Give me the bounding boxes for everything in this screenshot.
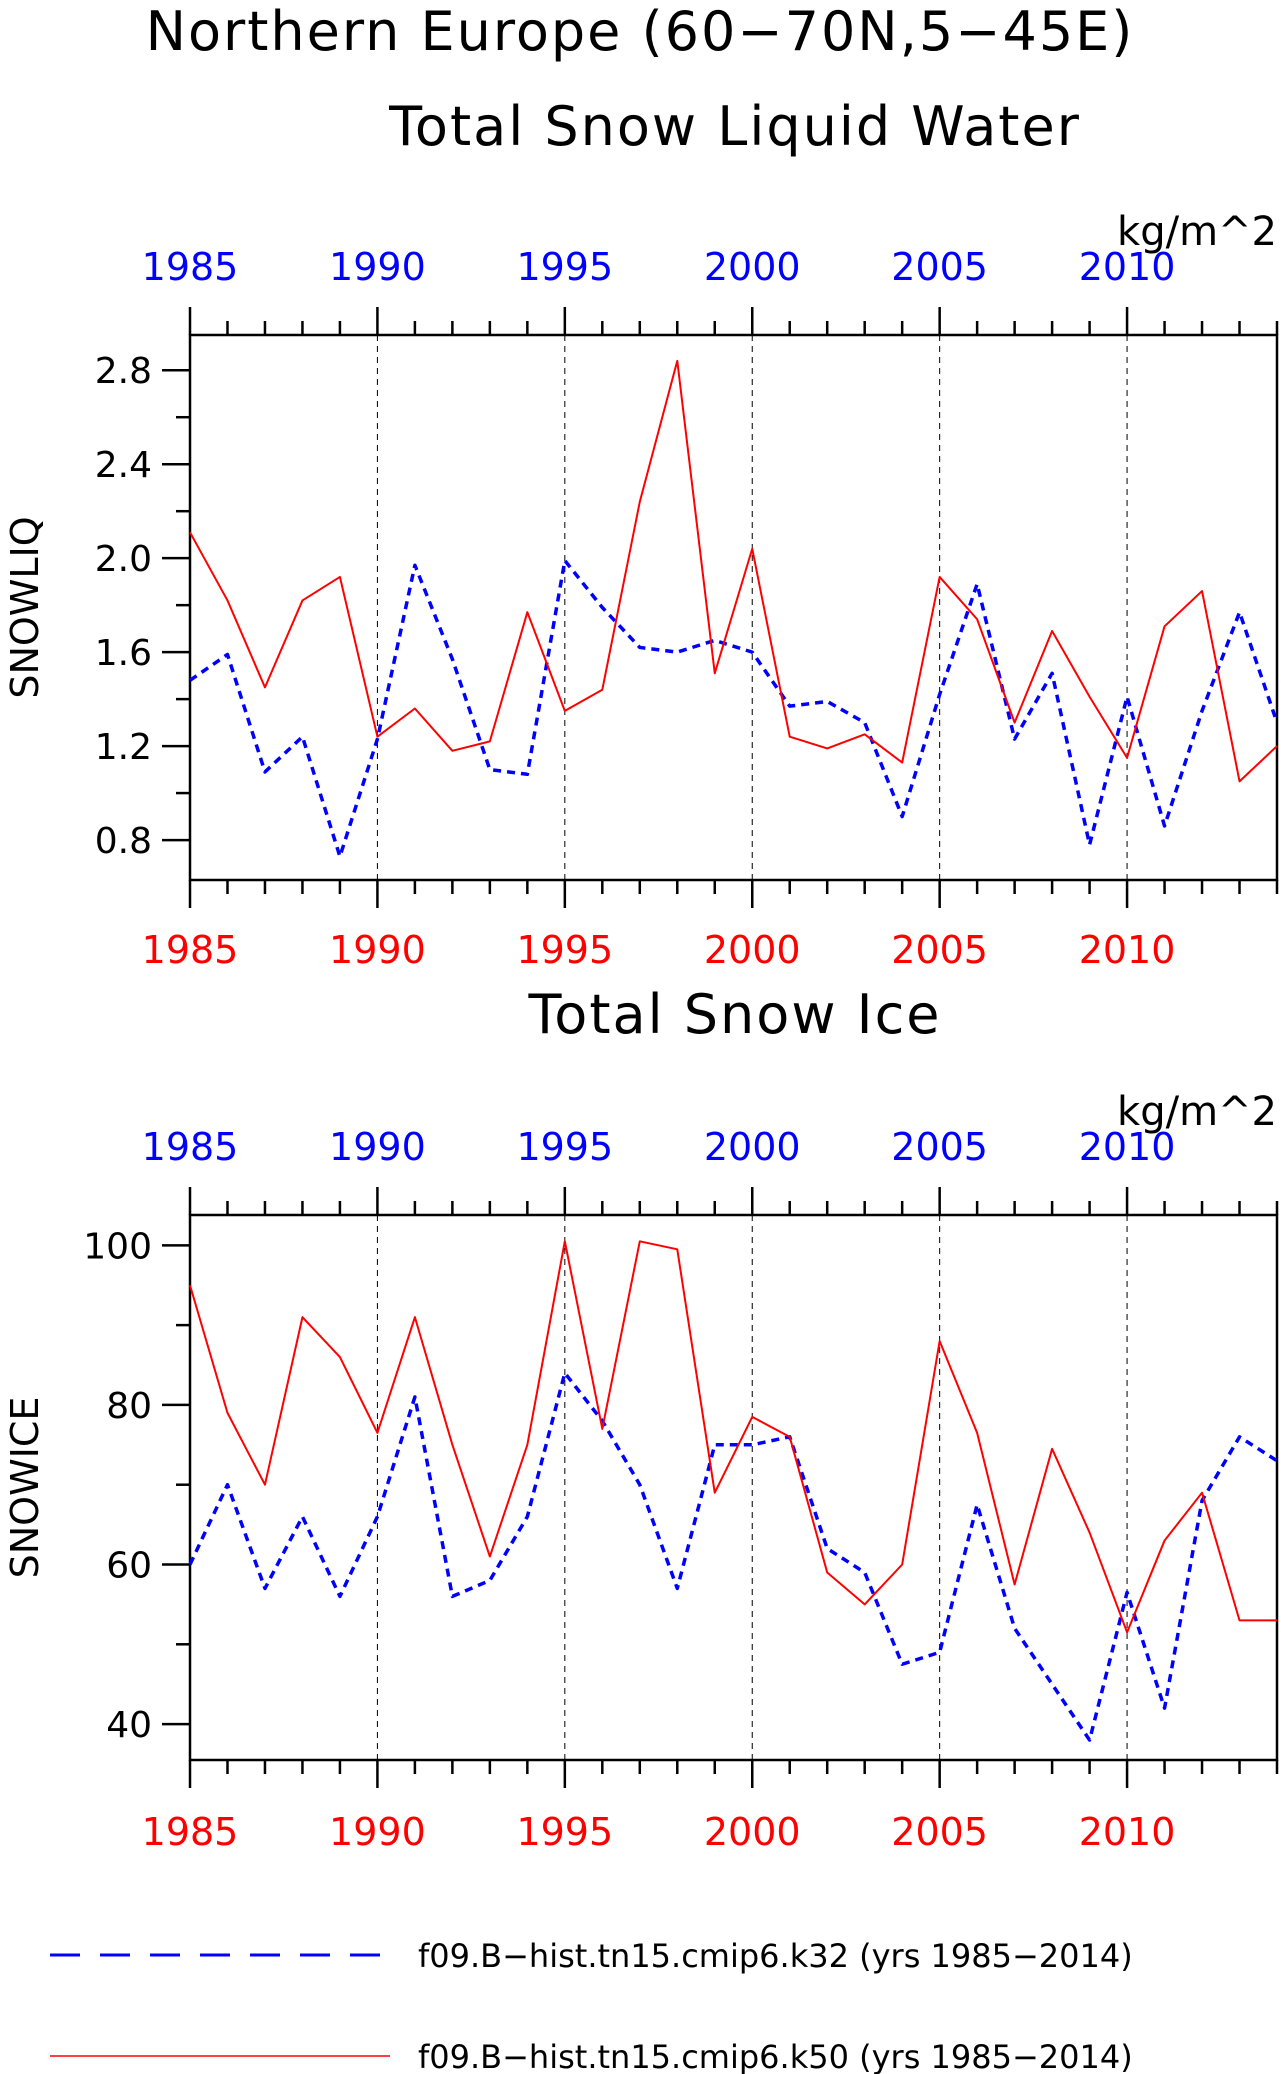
x-tick-label-bottom: 1995 <box>516 928 613 972</box>
x-tick-label-top: 2010 <box>1079 245 1176 289</box>
x-tick-label-bottom: 1990 <box>329 928 426 972</box>
y-tick-label: 80 <box>106 1386 152 1427</box>
y-tick-label: 1.2 <box>95 727 152 768</box>
series-line-k50 <box>189 359 1278 783</box>
x-tick-label-bottom: 2000 <box>704 1810 801 1854</box>
x-tick-label-top: 1985 <box>142 1125 239 1169</box>
x-tick-label-bottom: 1995 <box>516 1810 613 1854</box>
x-tick-label-bottom: 2005 <box>891 928 988 972</box>
y-tick-label: 40 <box>106 1705 152 1746</box>
legend-k50-label: f09.B−hist.tn15.cmip6.k50 (yrs 1985−2014… <box>418 2038 1133 2074</box>
x-tick-label-top: 2000 <box>704 245 801 289</box>
x-tick-label-bottom: 2010 <box>1079 928 1176 972</box>
x-tick-label-top: 2000 <box>704 1125 801 1169</box>
series-line-k32 <box>188 1371 1278 1742</box>
x-tick-label-bottom: 1985 <box>142 1810 239 1854</box>
x-tick-label-top: 2010 <box>1079 1125 1176 1169</box>
units-label: kg/m^2 <box>1117 209 1277 255</box>
legend: f09.B−hist.tn15.cmip6.k32 (yrs 1985−2014… <box>50 1937 1133 2074</box>
legend-k32-label: f09.B−hist.tn15.cmip6.k32 (yrs 1985−2014… <box>418 1937 1133 1975</box>
x-tick-label-top: 1990 <box>329 1125 426 1169</box>
y-axis-label: SNOWLIQ <box>3 516 47 698</box>
units-label: kg/m^2 <box>1117 1089 1277 1135</box>
x-tick-label-bottom: 2010 <box>1079 1810 1176 1854</box>
x-tick-label-bottom: 2000 <box>704 928 801 972</box>
plot-frame <box>188 1213 1279 1762</box>
x-tick-label-bottom: 1985 <box>142 928 239 972</box>
x-tick-label-top: 1985 <box>142 245 239 289</box>
x-tick-label-top: 1995 <box>516 1125 613 1169</box>
panel-snowice: Total Snow Ice kg/m^2 SNOWICE 1985 1985 1990 1… <box>3 983 1279 1854</box>
x-tick-label-top: 1995 <box>516 245 613 289</box>
x-tick-label-top: 2005 <box>891 245 988 289</box>
x-tick-label-bottom: 1990 <box>329 1810 426 1854</box>
y-tick-label: 60 <box>106 1546 152 1587</box>
series-line-k50 <box>189 1240 1277 1634</box>
y-tick-label: 2.8 <box>95 351 152 392</box>
panel-title: Total Snow Ice <box>528 983 942 1046</box>
x-tick-label-bottom: 2005 <box>891 1810 988 1854</box>
y-axis-label: SNOWICE <box>3 1397 47 1579</box>
y-tick-label: 2.4 <box>95 445 152 486</box>
plot-frame <box>188 333 1279 882</box>
y-tick-label: 100 <box>83 1226 152 1267</box>
panel-title: Total Snow Liquid Water <box>388 95 1081 158</box>
y-tick-label: 0.8 <box>95 821 152 862</box>
y-tick-label: 1.6 <box>95 633 152 674</box>
series-line-k32 <box>189 558 1279 859</box>
x-tick-label-top: 2005 <box>891 1125 988 1169</box>
x-tick-label-top: 1990 <box>329 245 426 289</box>
figure-title: Northern Europe (60−70N,5−45E) <box>146 0 1135 63</box>
y-tick-label: 2.0 <box>95 539 152 580</box>
panel-snowliq: Total Snow Liquid Water kg/m^2 SNOWLIQ 1985… <box>3 95 1279 972</box>
